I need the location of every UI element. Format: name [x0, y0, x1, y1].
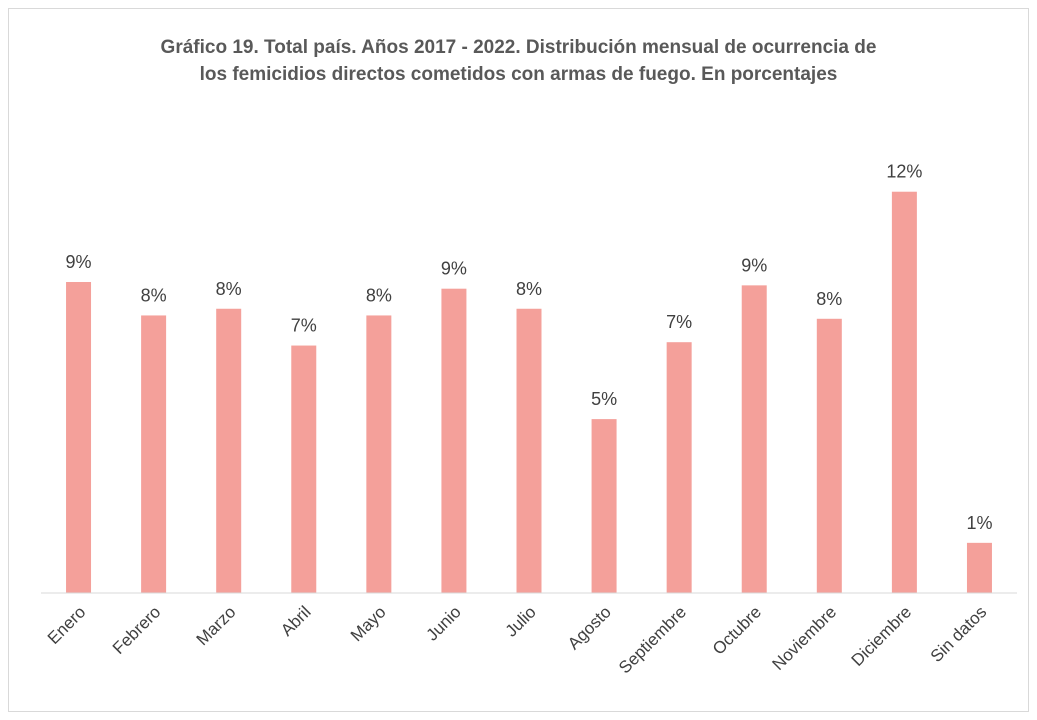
x-tick-label: Sin datos — [927, 602, 991, 666]
x-tick-label: Agosto — [564, 602, 615, 653]
bar-febrero — [141, 315, 167, 593]
x-tick-label: Mayo — [347, 602, 390, 645]
chart-title: Gráfico 19. Total país. Años 2017 - 2022… — [0, 34, 1037, 88]
bar-abril — [291, 345, 317, 593]
data-label: 1% — [966, 513, 992, 533]
bar-diciembre — [891, 191, 917, 593]
bar-enero — [66, 282, 92, 593]
x-tick-label: Septiembre — [615, 602, 690, 677]
x-tick-label: Febrero — [109, 602, 165, 658]
data-label: 9% — [441, 259, 467, 279]
x-tick-label: Diciembre — [848, 602, 916, 670]
bar-sin-datos — [966, 542, 992, 593]
x-tick-label: Marzo — [193, 602, 240, 649]
x-tick-label: Enero — [44, 602, 90, 648]
bar-agosto — [591, 419, 617, 593]
bar-mayo — [366, 315, 392, 593]
x-tick-label: Junio — [423, 602, 465, 644]
data-label: 9% — [66, 252, 92, 272]
x-tick-label: Noviembre — [769, 602, 841, 674]
x-tick-label: Abril — [277, 602, 314, 639]
data-label: 9% — [741, 255, 767, 275]
bar-junio — [441, 288, 467, 593]
data-label: 8% — [216, 279, 242, 299]
data-label: 8% — [141, 285, 167, 305]
bar-marzo — [216, 308, 242, 593]
bar-septiembre — [666, 342, 692, 593]
x-tick-label: Octubre — [709, 602, 765, 658]
bar-noviembre — [816, 318, 842, 593]
data-label: 8% — [366, 285, 392, 305]
bar-julio — [516, 308, 542, 593]
chart-title-line-2: los femicidios directos cometidos con ar… — [199, 64, 838, 85]
bar-octubre — [741, 285, 767, 593]
chart-title-line-1: Gráfico 19. Total país. Años 2017 - 2022… — [160, 37, 877, 58]
data-label: 12% — [886, 162, 922, 182]
data-label: 7% — [291, 316, 317, 336]
data-label: 8% — [816, 289, 842, 309]
data-label: 7% — [666, 312, 692, 332]
data-label: 5% — [591, 389, 617, 409]
x-tick-label: Julio — [502, 602, 540, 640]
data-label: 8% — [516, 279, 542, 299]
